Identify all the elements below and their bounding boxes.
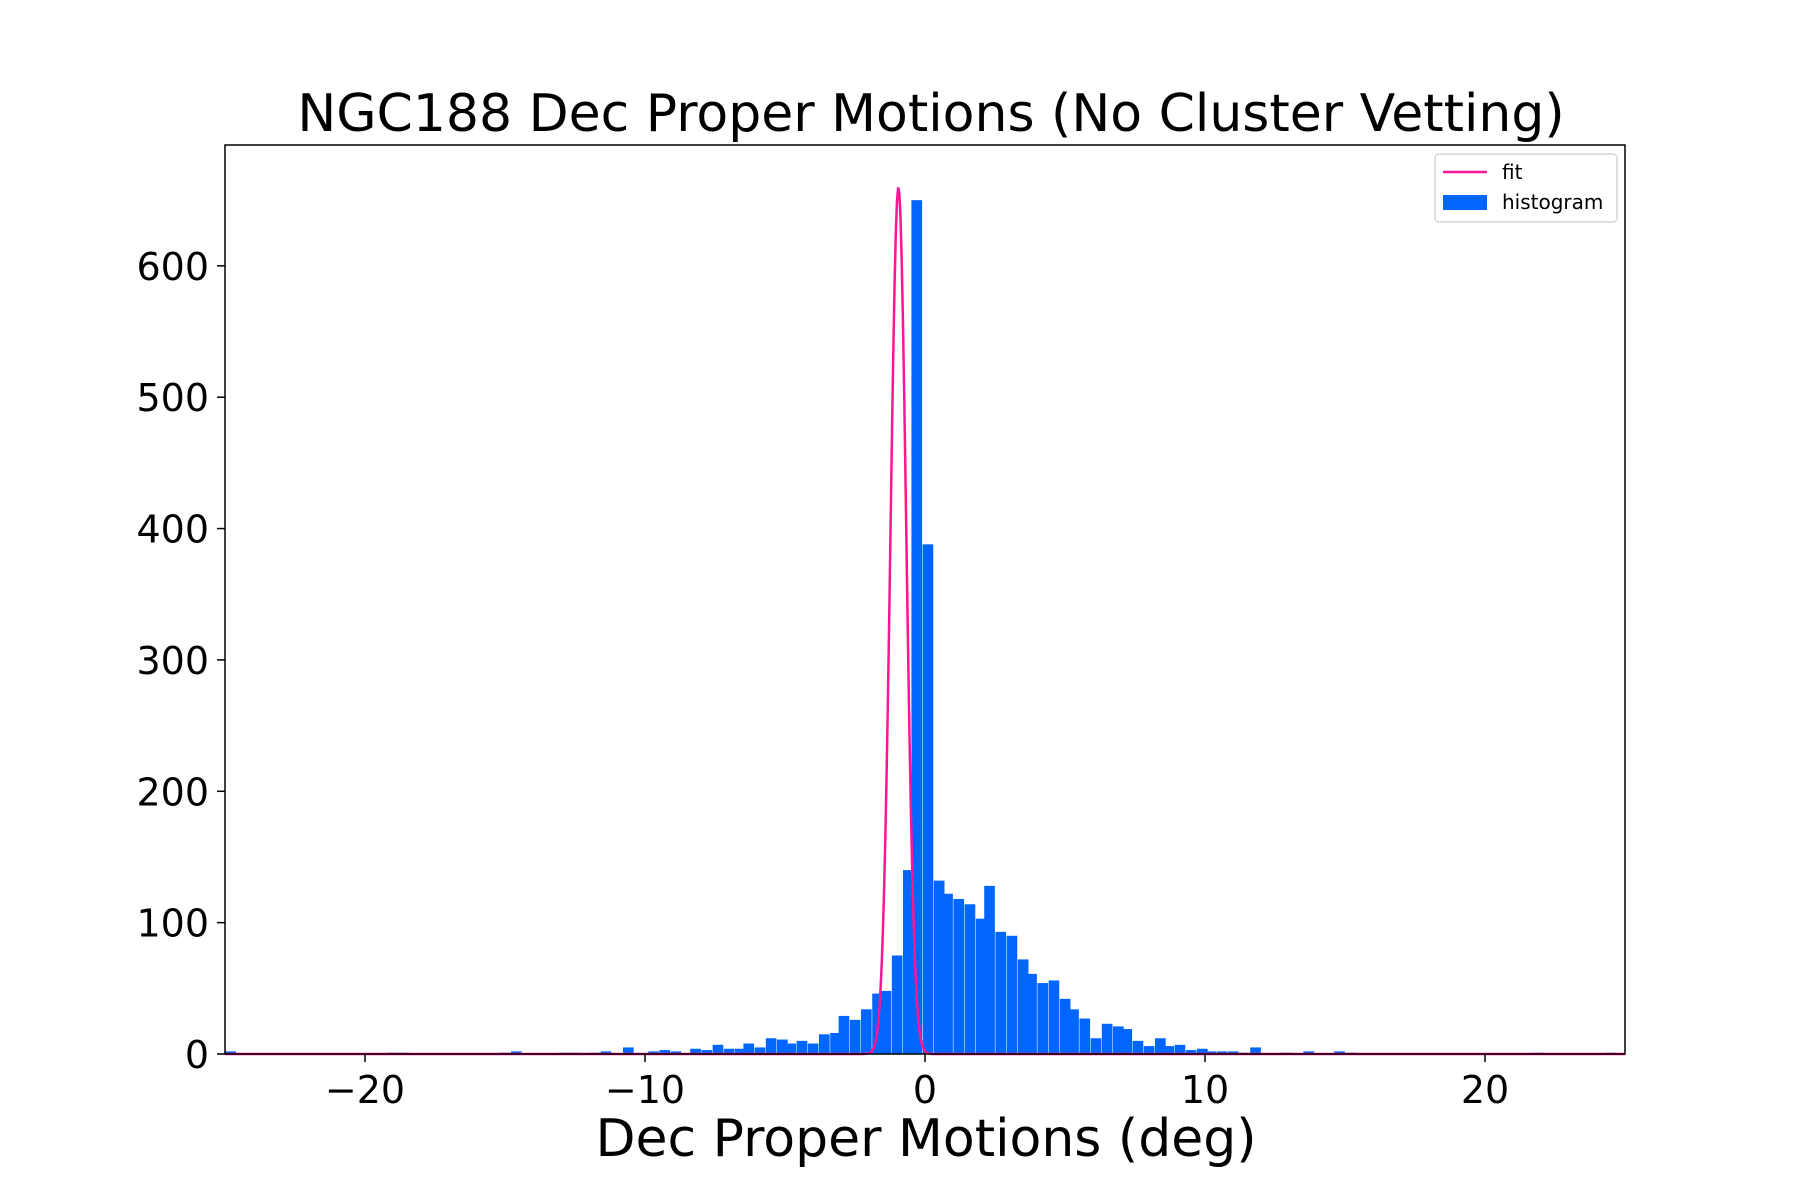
y-axis: 0 100 200 300 400 500 600 (136, 245, 225, 1077)
x-axis: −20 −10 0 10 20 (325, 1054, 1509, 1112)
histogram-bar (953, 898, 965, 1054)
histogram-bar (1068, 1009, 1079, 1054)
y-tick-label: 500 (136, 376, 209, 420)
histogram-bar (830, 1032, 841, 1054)
legend-histogram-swatch (1443, 195, 1487, 210)
histogram-bar (777, 1039, 788, 1054)
x-tick-label: −20 (325, 1068, 405, 1112)
x-tick-label: 10 (1181, 1068, 1229, 1112)
histogram-bar (1079, 1018, 1091, 1054)
histogram-bar (1197, 1048, 1208, 1054)
x-tick-label: 20 (1461, 1068, 1509, 1112)
histogram-bar (1216, 1051, 1228, 1054)
histogram-bar (785, 1043, 797, 1054)
histogram-bar (1185, 1050, 1197, 1054)
histogram-bar (1101, 1023, 1113, 1054)
histogram-bar (1132, 1040, 1144, 1054)
histogram-bar (648, 1051, 659, 1054)
histogram-bar (984, 885, 995, 1054)
histogram-bar (964, 904, 976, 1054)
histogram-bar (1048, 980, 1060, 1054)
histogram-bar (819, 1034, 830, 1054)
histogram-bar (942, 893, 953, 1054)
histogram-bar (1334, 1051, 1345, 1054)
histogram-bar (1205, 1051, 1217, 1054)
histogram-bar (1155, 1038, 1166, 1054)
histogram-bar (735, 1048, 746, 1054)
y-tick-label: 300 (136, 639, 209, 683)
y-tick-label: 400 (136, 508, 209, 552)
histogram-bar (690, 1048, 701, 1054)
histogram-bar (1143, 1046, 1155, 1054)
histogram-bar (1303, 1051, 1315, 1054)
histogram-bar (1121, 1029, 1133, 1054)
legend-histogram-label: histogram (1502, 190, 1603, 214)
legend-fit-label: fit (1502, 160, 1523, 184)
histogram-bar (1059, 998, 1071, 1054)
histogram-bar (891, 955, 903, 1054)
histogram-bar (903, 870, 914, 1054)
legend: fit histogram (1434, 153, 1618, 223)
y-tick-label: 600 (136, 245, 209, 289)
histogram-bar (1174, 1044, 1186, 1054)
histogram-bar (1227, 1051, 1239, 1054)
histogram-bar (849, 1019, 861, 1054)
histogram-bar (1090, 1038, 1102, 1054)
histogram-bar (861, 1009, 872, 1054)
histogram-bar (1037, 983, 1049, 1054)
histogram-bar (1017, 959, 1029, 1054)
x-axis-label: Dec Proper Motions (deg) (595, 1109, 1256, 1169)
histogram-bar (600, 1051, 612, 1054)
histogram-bars (225, 200, 1617, 1054)
histogram-bar (743, 1043, 755, 1054)
histogram-bar (838, 1015, 850, 1054)
histogram-bar (911, 200, 923, 1054)
histogram-bar (765, 1038, 777, 1054)
histogram-bar (511, 1051, 522, 1054)
histogram-bar (623, 1047, 634, 1054)
histogram-bar (723, 1048, 735, 1054)
histogram-bar (807, 1043, 819, 1054)
histogram-bar (922, 544, 934, 1054)
histogram-bar (1163, 1046, 1175, 1054)
chart-title: NGC188 Dec Proper Motions (No Cluster Ve… (297, 84, 1564, 144)
histogram-bar (995, 931, 1007, 1054)
x-tick-label: 0 (913, 1068, 937, 1112)
histogram-bar (701, 1050, 713, 1054)
histogram-bar (670, 1051, 682, 1054)
histogram-bar (1026, 973, 1037, 1054)
histogram-bar (712, 1044, 724, 1054)
y-tick-label: 200 (136, 770, 209, 814)
histogram-bar (1113, 1026, 1124, 1054)
histogram-bar (754, 1047, 766, 1054)
histogram-bar (975, 918, 987, 1054)
histogram-bar (225, 1051, 237, 1054)
histogram-bar (1250, 1047, 1261, 1054)
histogram-bar (659, 1050, 671, 1054)
y-tick-label: 100 (136, 902, 209, 946)
histogram-bar (880, 990, 892, 1054)
histogram-bar (796, 1040, 808, 1054)
histogram-bar (933, 880, 945, 1054)
x-tick-label: −10 (605, 1068, 685, 1112)
y-tick-label: 0 (185, 1033, 209, 1077)
histogram-bar (1006, 935, 1018, 1054)
